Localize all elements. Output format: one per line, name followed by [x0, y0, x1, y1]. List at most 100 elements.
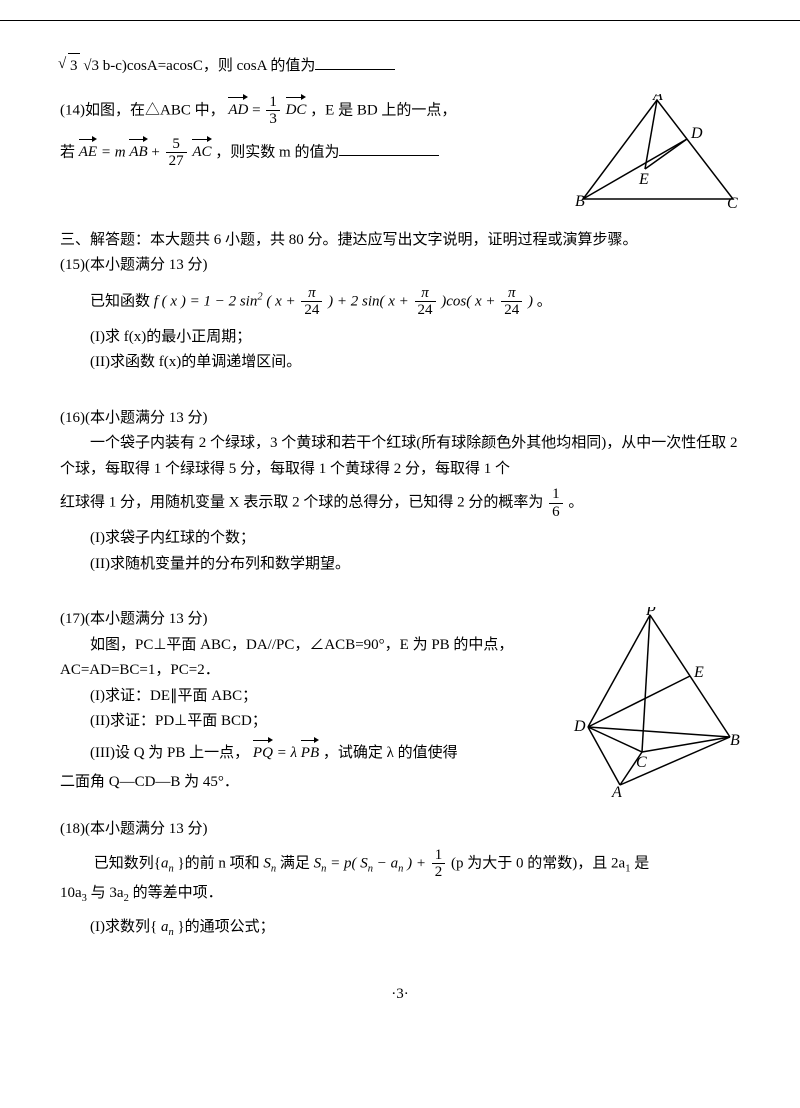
- q17: (17)(本小题满分 13 分) 如图，PC⊥平面 ABC，DA//PC，∠AC…: [60, 607, 740, 797]
- q15-func: 已知函数 f ( x ) = 1 − 2 sin2 ( x + π24 ) + …: [60, 285, 740, 319]
- q17-p3-pre: (III)设 Q 为 PB 上一点，: [90, 745, 249, 761]
- q18-l1-post2: 是: [634, 855, 649, 871]
- Sn2-sub: n: [321, 863, 326, 874]
- section3-title: 三、解答题：本大题共 6 小题，共 80 分。捷达应写出文字说明，证明过程或演算…: [60, 228, 740, 254]
- frac-num: 1: [549, 486, 563, 504]
- label-E: E: [693, 664, 704, 681]
- q13-line: 3 √3 b-c)cosA=acosC，则 cosA 的值为: [60, 53, 740, 80]
- frac-den: 3: [266, 111, 280, 128]
- label-P: P: [645, 607, 656, 619]
- den-24: 24: [415, 302, 436, 319]
- frac-num: 5: [166, 136, 187, 154]
- pi-num: π: [415, 285, 436, 303]
- q18-l2-pre: 10a: [60, 885, 82, 901]
- q16-body: 一个袋子内装有 2 个绿球，3 个黄球和若干个红球(所有球除颜色外其他均相同)，…: [60, 431, 740, 482]
- minus: −: [377, 855, 391, 871]
- lambda: = λ: [277, 745, 297, 761]
- frac-den: 27: [166, 153, 187, 170]
- q17-p3: (III)设 Q 为 PB 上一点， PQ = λ PB ，试确定 λ 的值使得: [60, 739, 560, 767]
- q17-l1-text: 如图，PC⊥平面 ABC，DA//PC，∠ACB=90°，E 为 PB 的中点，…: [60, 637, 513, 679]
- label-A: A: [652, 94, 663, 104]
- vec-PB: PB: [301, 739, 319, 767]
- q15-func-pre: 已知函数: [90, 293, 154, 309]
- q15-p1: (I)求 f(x)的最小正周期；: [60, 325, 740, 351]
- label-A: A: [611, 784, 622, 797]
- vec-AD: AD: [228, 96, 248, 124]
- q17-p1: (I)求证：DE∥平面 ABC；: [60, 684, 560, 710]
- vec-AB: AB: [129, 138, 147, 166]
- q17-l1: 如图，PC⊥平面 ABC，DA//PC，∠ACB=90°，E 为 PB 的中点，…: [60, 633, 560, 684]
- Sn3-sub: n: [368, 863, 373, 874]
- q18-p1-pre: (I)求数列{: [90, 919, 161, 935]
- den-24: 24: [301, 302, 322, 319]
- frac-1-3: 13: [266, 94, 280, 128]
- plus-sign: +: [151, 144, 163, 160]
- q15-head: (15)(本小题满分 13 分): [60, 253, 740, 279]
- q17-p2: (II)求证：PD⊥平面 BCD；: [60, 709, 560, 735]
- label-E: E: [638, 171, 649, 188]
- q16-p2: (II)求随机变量并的分布列和数学期望。: [60, 552, 740, 578]
- Sn3: S: [360, 855, 368, 871]
- q14-after1: ，E 是 BD 上的一点，: [310, 102, 456, 118]
- pi-num: π: [501, 285, 522, 303]
- q16-body2: 红球得 1 分，用随机变量 X 表示取 2 个球的总得分，已知得 2 分的概率为…: [60, 486, 740, 520]
- q14-intro: (14)如图，在△ABC 中，: [60, 102, 225, 118]
- sqrt-3: 3: [68, 53, 80, 80]
- q18-head: (18)(本小题满分 13 分): [60, 817, 740, 843]
- q18-l2-mid: 与 3a: [91, 885, 124, 901]
- eq-rhs: ) +: [407, 855, 430, 871]
- paren1: ( x +: [266, 293, 295, 309]
- vec-AE: AE: [79, 138, 97, 166]
- vec-AC: AC: [192, 138, 211, 166]
- frac-pi-24-1: π24: [301, 285, 322, 319]
- q16-head: (16)(本小题满分 13 分): [60, 406, 740, 432]
- end-paren: ): [528, 293, 533, 309]
- frac-num: 1: [432, 847, 446, 865]
- q18-l1-mid2: 满足: [280, 855, 310, 871]
- q17-figure: P E D B C A: [570, 607, 740, 797]
- q14-line1: (14)如图，在△ABC 中， AD = 13 DC ，E 是 BD 上的一点，: [60, 94, 565, 128]
- q14: (14)如图，在△ABC 中， AD = 13 DC ，E 是 BD 上的一点，…: [60, 94, 740, 214]
- q14-line2-pre: 若: [60, 144, 75, 160]
- frac-1-2: 12: [432, 847, 446, 881]
- q16-l1: 一个袋子内装有 2 个绿球，3 个黄球和若干个红球(所有球除颜色外其他均相同)，…: [60, 435, 738, 477]
- pi-num: π: [301, 285, 322, 303]
- den-24: 24: [501, 302, 522, 319]
- frac-den: 2: [432, 864, 446, 881]
- label-B: B: [575, 193, 585, 210]
- frac-1-6: 16: [549, 486, 563, 520]
- page-number: ·3·: [60, 982, 740, 1008]
- q15-p2-text: (II)求函数 f(x)的单调递增区间。: [90, 354, 301, 370]
- frac-pi-24-2: π24: [415, 285, 436, 319]
- mid2: )cos( x +: [441, 293, 495, 309]
- q16-l2-post: 。: [568, 494, 583, 510]
- frac-pi-24-3: π24: [501, 285, 522, 319]
- q17-head: (17)(本小题满分 13 分): [60, 607, 560, 633]
- q14-blank: [339, 141, 439, 156]
- vec-DC: DC: [286, 96, 307, 124]
- mid1: ) + 2 sin( x +: [328, 293, 409, 309]
- q18-l2-post: 的等差中项．: [133, 885, 223, 901]
- label-D: D: [573, 718, 586, 735]
- frac-num: 1: [266, 94, 280, 112]
- an2-sub: n: [398, 863, 403, 874]
- sub-2: 2: [124, 893, 129, 904]
- q15-fx: f ( x ) = 1 − 2 sin: [154, 293, 258, 309]
- q18-l2: 10a3 与 3a2 的等差中项．: [60, 881, 740, 908]
- q15-p2: (II)求函数 f(x)的单调递增区间。: [60, 350, 740, 376]
- label-B: B: [730, 732, 740, 749]
- q14-after2: ，则实数 m 的值为: [215, 144, 339, 160]
- q14-line2: 若 AE = m AB + 527 AC ，则实数 m 的值为: [60, 136, 565, 170]
- q18-l1-mid: }的前 n 项和: [177, 855, 259, 871]
- sub-3: 3: [82, 893, 87, 904]
- q15-p1-text: (I)求 f(x)的最小正周期；: [90, 329, 251, 345]
- q14-eq: = m: [101, 144, 126, 160]
- period: 。: [537, 293, 552, 309]
- q18-l1-pre: 已知数列{: [94, 855, 161, 871]
- sub-1: 1: [625, 863, 630, 874]
- q17-p3-post: ，试确定 λ 的值使得: [323, 745, 458, 761]
- label-D: D: [690, 125, 703, 142]
- q16-l2-pre: 红球得 1 分，用随机变量 X 表示取 2 个球的总得分，已知得 2 分的概率为: [60, 494, 543, 510]
- vec-PQ: PQ: [253, 739, 273, 767]
- Sn: S: [263, 855, 271, 871]
